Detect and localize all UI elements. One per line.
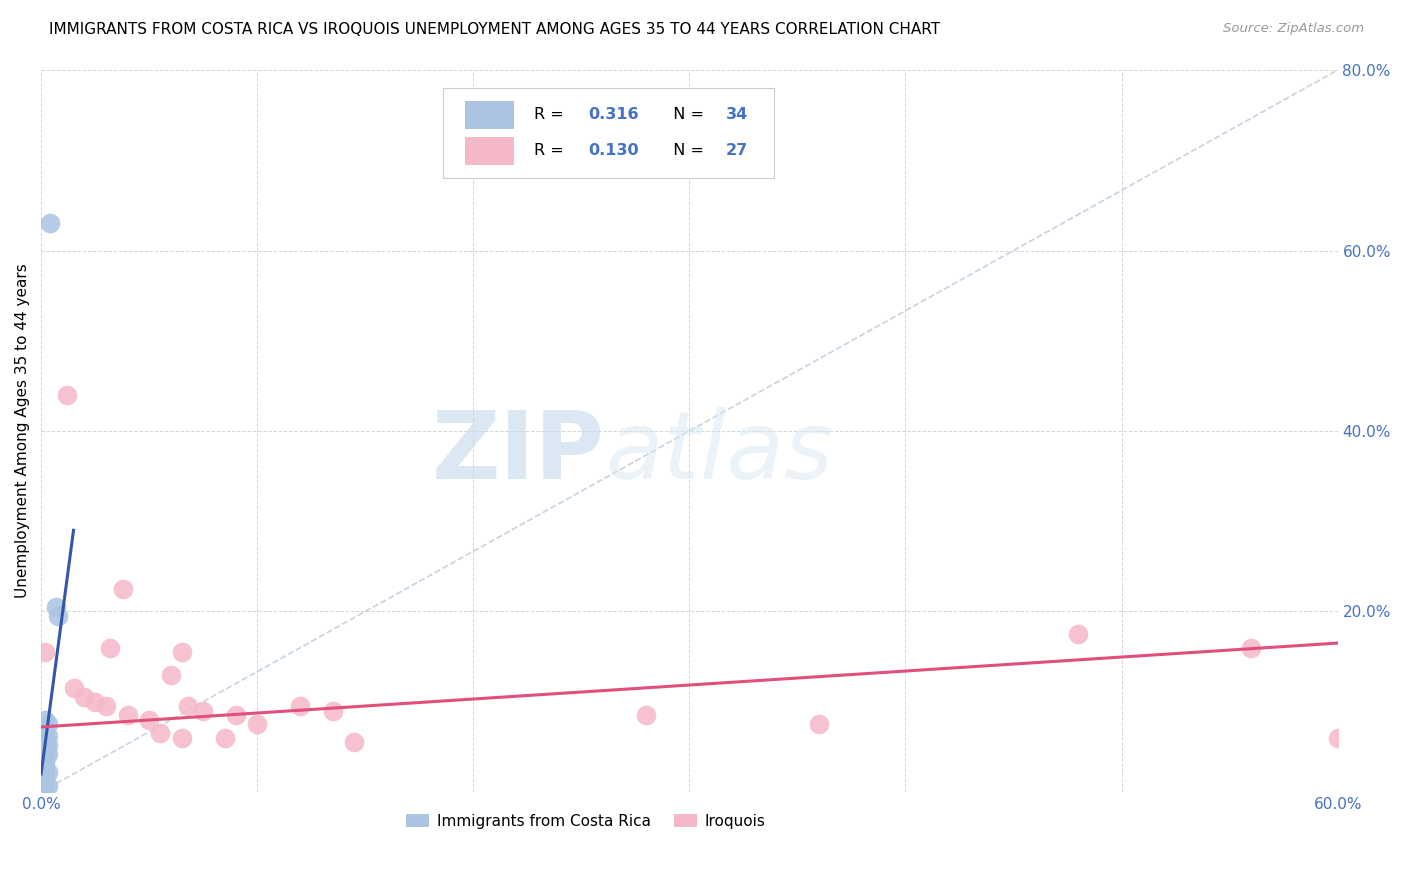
Point	[32, 765, 55, 780]
Point	[32, 770, 55, 784]
Point	[37, 747, 59, 761]
Bar	[465, 101, 515, 128]
Point	[808, 717, 831, 731]
Point	[112, 582, 135, 596]
Y-axis label: Unemployment Among Ages 35 to 44 years: Unemployment Among Ages 35 to 44 years	[15, 264, 30, 599]
Point	[73, 690, 96, 705]
Point	[34, 751, 56, 765]
Point	[138, 713, 160, 727]
Point	[149, 726, 172, 740]
Point	[32, 726, 55, 740]
Point	[34, 723, 56, 738]
Point	[193, 704, 215, 718]
Point	[34, 645, 56, 659]
Point	[246, 717, 269, 731]
Text: R =: R =	[534, 144, 568, 159]
Point	[214, 731, 236, 745]
Text: Source: ZipAtlas.com: Source: ZipAtlas.com	[1223, 22, 1364, 36]
Point	[322, 704, 344, 718]
Point	[117, 708, 139, 723]
Text: atlas: atlas	[605, 407, 834, 498]
Point	[34, 732, 56, 747]
Point	[37, 717, 59, 731]
Point	[290, 699, 312, 714]
Bar	[465, 137, 515, 165]
Point	[32, 738, 55, 752]
Text: N =: N =	[664, 107, 710, 122]
Point	[34, 779, 56, 793]
Point	[98, 640, 121, 655]
Point	[56, 388, 79, 402]
Point	[170, 731, 193, 745]
Point	[32, 732, 55, 747]
Text: N =: N =	[664, 144, 710, 159]
Point	[32, 761, 55, 775]
Point	[32, 756, 55, 770]
Point	[32, 742, 55, 756]
Point	[34, 761, 56, 775]
Point	[343, 735, 366, 749]
Text: ZIP: ZIP	[432, 407, 605, 499]
Text: R =: R =	[534, 107, 568, 122]
Point	[34, 742, 56, 756]
Point	[38, 217, 60, 231]
Point	[177, 699, 200, 714]
Point	[34, 770, 56, 784]
Point	[37, 779, 59, 793]
Point	[1067, 627, 1090, 641]
Point	[34, 713, 56, 727]
Point	[170, 645, 193, 659]
Point	[37, 765, 59, 780]
Point	[84, 695, 107, 709]
Point	[636, 708, 658, 723]
Text: 0.130: 0.130	[588, 144, 638, 159]
Point	[34, 747, 56, 761]
Point	[48, 609, 70, 624]
Point	[32, 774, 55, 789]
Point	[225, 708, 247, 723]
Point	[62, 681, 84, 696]
Point	[34, 738, 56, 752]
Text: 27: 27	[725, 144, 748, 159]
Point	[34, 774, 56, 789]
Text: 34: 34	[725, 107, 748, 122]
Text: IMMIGRANTS FROM COSTA RICA VS IROQUOIS UNEMPLOYMENT AMONG AGES 35 TO 44 YEARS CO: IMMIGRANTS FROM COSTA RICA VS IROQUOIS U…	[49, 22, 941, 37]
Text: 0.316: 0.316	[588, 107, 638, 122]
Point	[37, 729, 59, 743]
Point	[94, 699, 117, 714]
Point	[1326, 731, 1348, 745]
Point	[32, 779, 55, 793]
Point	[32, 751, 55, 765]
Point	[37, 738, 59, 752]
Point	[34, 765, 56, 780]
Point	[159, 667, 181, 681]
Legend: Immigrants from Costa Rica, Iroquois: Immigrants from Costa Rica, Iroquois	[401, 807, 772, 835]
Point	[34, 756, 56, 770]
Point	[1240, 640, 1263, 655]
Point	[32, 747, 55, 761]
FancyBboxPatch shape	[443, 88, 773, 178]
Point	[45, 599, 67, 614]
